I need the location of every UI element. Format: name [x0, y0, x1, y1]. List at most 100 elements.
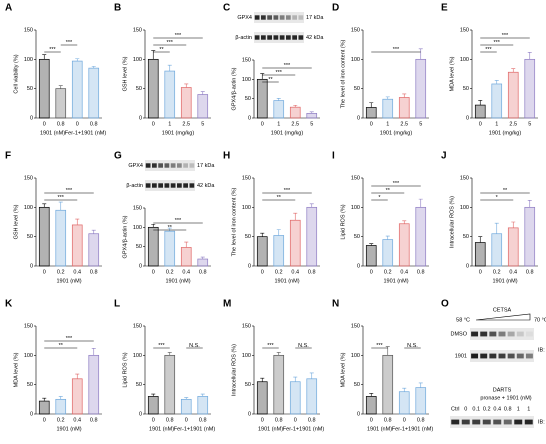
- x-tick-label: 0.8: [90, 417, 98, 423]
- y-tick-label: 0: [30, 115, 33, 121]
- x-group-label: 1901 (nM): [258, 426, 283, 432]
- x-tick-label: 0.2: [384, 269, 392, 275]
- panel-label: G: [114, 151, 122, 162]
- bar: [197, 258, 209, 267]
- bar: [415, 58, 427, 119]
- bar: [524, 206, 536, 267]
- blot-size-label: 42 kDa: [306, 35, 324, 41]
- error-bar: [276, 352, 281, 356]
- bar: [71, 378, 83, 415]
- y-tick-label: 50: [27, 234, 33, 240]
- panel-label: N: [332, 299, 339, 310]
- x-group-label: Fer-1+1901 (nM): [283, 426, 325, 432]
- x-tick-label: 0.8: [526, 269, 534, 275]
- error-bar: [293, 104, 298, 108]
- x-tick-label: 0.4: [509, 269, 517, 275]
- blot-band: [472, 419, 481, 425]
- y-tick-label: 50: [27, 86, 33, 92]
- error-bar: [260, 73, 265, 80]
- x-axis-label: 1901 (nM): [492, 278, 517, 284]
- bar: [306, 378, 318, 415]
- bar: [491, 83, 503, 119]
- y-tick-label: 0: [357, 115, 360, 121]
- error-bar: [260, 377, 265, 382]
- significance-label: ***: [175, 218, 182, 224]
- blot-row-label: GPX4: [237, 15, 252, 21]
- y-tick-label: 50: [354, 86, 360, 92]
- temperature-wedge: [475, 313, 531, 321]
- blot-band: [158, 163, 163, 168]
- significance-label: **: [59, 343, 64, 349]
- x-tick-label: 2.5: [182, 121, 190, 127]
- error-bar: [369, 102, 374, 108]
- error-bar: [167, 352, 172, 356]
- error-bar: [42, 54, 47, 60]
- x-tick-label: 5: [419, 121, 422, 127]
- x-tick-label: 0: [43, 269, 46, 275]
- blot-band: [177, 183, 182, 188]
- x-tick-label: 0: [370, 121, 373, 127]
- significance-label: **: [386, 188, 391, 194]
- x-tick-label: 5: [310, 121, 313, 127]
- blot-background: [254, 12, 304, 23]
- bar: [289, 106, 301, 119]
- error-bar: [58, 201, 63, 211]
- blot-band: [507, 353, 515, 359]
- y-tick-label: 150: [460, 175, 469, 181]
- blot-row-label: β-actin: [126, 183, 143, 189]
- x-tick-label: 1: [495, 121, 498, 127]
- x-tick-label: 0.2: [166, 269, 174, 275]
- error-bar: [200, 393, 205, 397]
- y-tick-label: 150: [133, 205, 142, 211]
- bar: [507, 71, 519, 119]
- darts-treatment: pronase + 1901 (nM): [480, 395, 531, 401]
- y-tick-label: 150: [242, 323, 251, 329]
- y-tick-label: 50: [354, 382, 360, 388]
- error-bar: [494, 222, 499, 234]
- x-tick-label: 0: [370, 269, 373, 275]
- error-bar: [478, 236, 483, 243]
- x-axis-label: 1901 (nM): [56, 278, 81, 284]
- bar: [88, 233, 100, 267]
- bar: [507, 227, 519, 267]
- y-tick-label: 50: [136, 382, 142, 388]
- y-tick-label: 100: [351, 205, 360, 211]
- x-tick-label: 0: [76, 121, 79, 127]
- bar: [38, 58, 50, 119]
- bar: [365, 396, 377, 415]
- x-tick-label: 0.8: [308, 269, 316, 275]
- blot-background: [450, 416, 534, 428]
- blot-band: [183, 183, 188, 188]
- bar: [365, 107, 377, 119]
- error-bar: [418, 198, 423, 208]
- panel-label: O: [441, 299, 449, 310]
- y-tick-label: 100: [242, 353, 251, 359]
- bar: [71, 60, 83, 119]
- x-axis-label: 1901 (nM): [383, 278, 408, 284]
- y-tick-label: 100: [351, 353, 360, 359]
- significance-label: **: [277, 195, 282, 201]
- significance-label: ***: [175, 33, 182, 39]
- error-bar: [293, 376, 298, 382]
- bar: [147, 58, 159, 119]
- bar: [88, 354, 100, 415]
- error-bar: [42, 397, 47, 402]
- y-axis-label: MDA level (%): [340, 352, 346, 387]
- error-bar: [42, 203, 47, 208]
- y-tick-label: 0: [139, 115, 142, 121]
- bar: [289, 219, 301, 267]
- y-tick-label: 100: [460, 205, 469, 211]
- y-axis-label: Lipid ROS (%): [122, 352, 128, 387]
- x-tick-label: 0.4: [400, 269, 408, 275]
- significance-label: ***: [158, 343, 165, 349]
- error-bar: [184, 397, 189, 400]
- blot-background: [145, 160, 195, 171]
- x-group-label: 1901 (nM): [40, 130, 65, 136]
- x-tick-label: 2.5: [400, 121, 408, 127]
- error-bar: [184, 241, 189, 248]
- x-group-label: 1901 (nM): [367, 426, 392, 432]
- y-tick-label: 100: [133, 353, 142, 359]
- error-bar: [385, 235, 390, 240]
- error-bar: [309, 372, 314, 379]
